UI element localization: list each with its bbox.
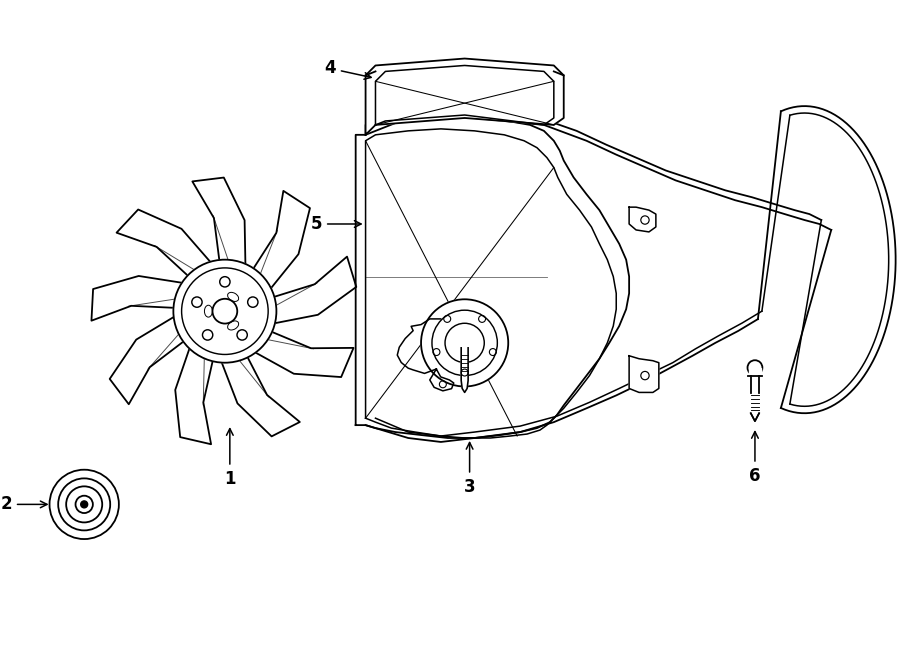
Polygon shape (461, 348, 468, 393)
Circle shape (50, 470, 119, 539)
Polygon shape (261, 256, 356, 326)
Circle shape (81, 501, 87, 508)
Polygon shape (193, 178, 246, 278)
Polygon shape (397, 319, 441, 373)
Polygon shape (751, 393, 759, 421)
Text: 4: 4 (324, 59, 371, 79)
Polygon shape (92, 276, 196, 321)
Polygon shape (430, 369, 454, 391)
Text: 6: 6 (749, 432, 760, 485)
Polygon shape (110, 309, 193, 405)
Polygon shape (629, 207, 656, 232)
Polygon shape (365, 59, 563, 135)
Polygon shape (116, 210, 220, 284)
Polygon shape (749, 368, 760, 375)
Polygon shape (356, 117, 629, 438)
Text: 3: 3 (464, 442, 475, 496)
Polygon shape (781, 106, 896, 413)
Text: 2: 2 (0, 495, 47, 514)
Circle shape (76, 496, 93, 513)
Polygon shape (751, 375, 759, 393)
Circle shape (421, 299, 508, 387)
Polygon shape (176, 335, 215, 444)
Text: 1: 1 (224, 428, 236, 488)
Text: 5: 5 (310, 215, 361, 233)
Polygon shape (217, 347, 300, 436)
Polygon shape (243, 327, 354, 377)
Polygon shape (248, 191, 310, 299)
Circle shape (174, 260, 276, 363)
Polygon shape (629, 356, 659, 393)
Circle shape (748, 360, 762, 375)
